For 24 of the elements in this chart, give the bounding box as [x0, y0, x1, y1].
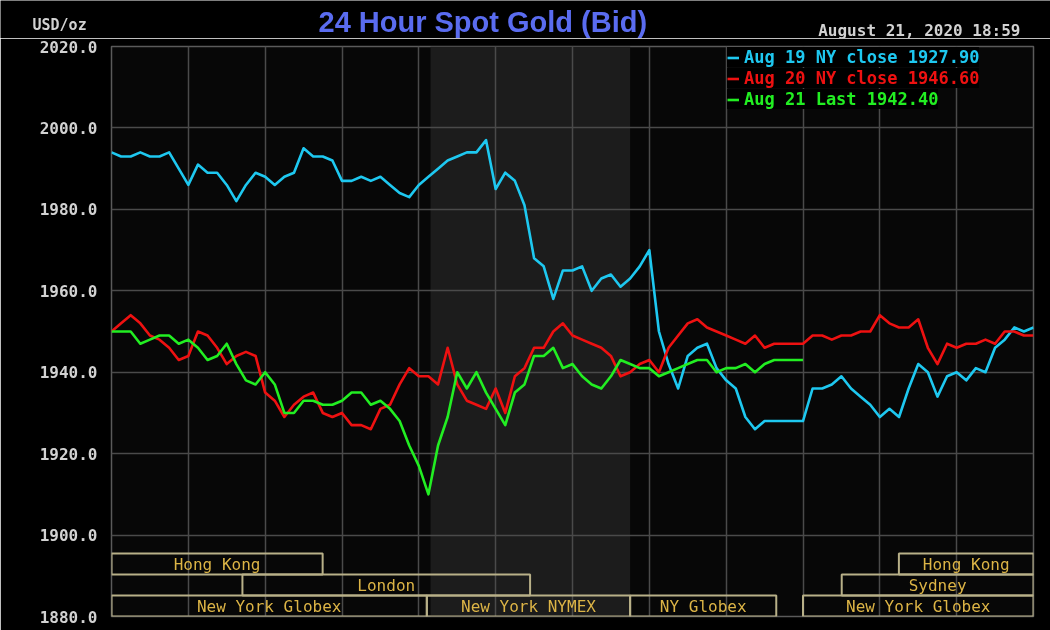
legend-label: Aug 20 NY close 1946.60	[744, 68, 980, 88]
annotation: NY Globex	[659, 596, 747, 616]
annotation: New York NYMEX	[461, 596, 597, 616]
annotation: Hong Kong	[922, 554, 1010, 574]
y-axis-title: USD/oz	[32, 15, 87, 34]
annotation: Hong Kong	[173, 554, 261, 574]
line-series	[111, 138, 1034, 431]
y-tick-label: 1920.0	[39, 444, 98, 464]
y-tick-label: 1900.0	[39, 526, 98, 546]
annotation: London	[357, 575, 416, 595]
y-tick-label: 1940.0	[39, 363, 98, 383]
line-series	[111, 313, 1034, 431]
y-tick-label: 1960.0	[39, 281, 98, 301]
legend-label: Aug 21 Last 1942.40	[744, 89, 939, 109]
annotation: New York Globex	[196, 596, 342, 616]
y-tick-label: 2020.0	[39, 37, 98, 57]
y-tick-label: 2000.0	[39, 118, 98, 138]
line-series	[111, 330, 805, 496]
y-tick-label: 1980.0	[39, 200, 98, 220]
annotation: Sydney	[908, 575, 967, 595]
annotation: New York Globex	[846, 596, 991, 616]
chart-title: 24 Hour Spot Gold (Bid)	[318, 5, 648, 38]
y-tick-label: 1880.0	[39, 607, 98, 627]
legend-label: Aug 19 NY close 1927.90	[744, 47, 980, 67]
